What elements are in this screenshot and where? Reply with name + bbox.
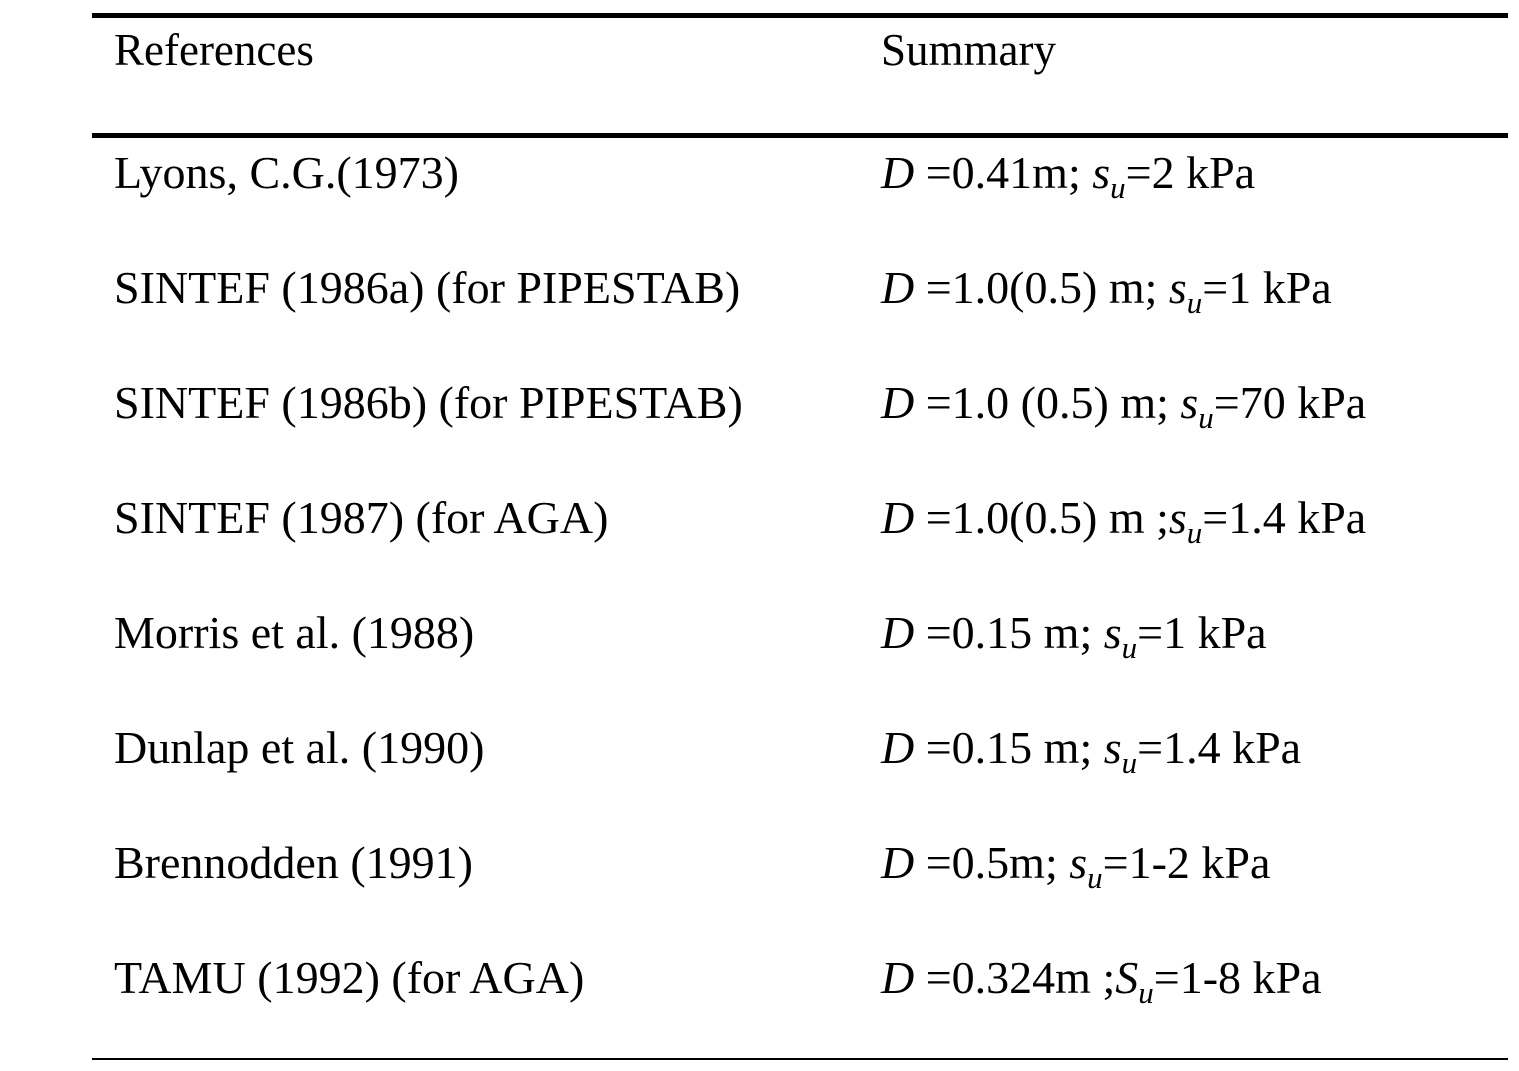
summary-cell: D =1.0 (0.5) m; su=70 kPa [881, 377, 1367, 434]
diameter-value: =0.15 m; [914, 722, 1104, 773]
shear-strength-subscript: u [1186, 285, 1203, 320]
shear-strength-symbol: s [1180, 377, 1199, 428]
summary-cell: D =0.5m; su=1-2 kPa [881, 837, 1271, 894]
shear-strength-value: =1-2 kPa [1102, 837, 1271, 888]
shear-strength-symbol: s [1168, 262, 1187, 313]
column-header-summary: Summary [881, 25, 1056, 75]
diameter-symbol: D [881, 837, 915, 888]
summary-cell: D =1.0(0.5) m; su=1 kPa [881, 262, 1332, 319]
shear-strength-symbol: s [1103, 607, 1122, 658]
shear-strength-subscript: u [1138, 975, 1154, 1010]
diameter-value: =0.324m ; [914, 952, 1116, 1003]
diameter-symbol: D [881, 722, 915, 773]
shear-strength-subscript: u [1186, 515, 1203, 550]
shear-strength-value: =1.4 kPa [1202, 492, 1367, 543]
shear-strength-value: =70 kPa [1213, 377, 1367, 428]
reference-cell: Dunlap et al. (1990) [114, 722, 485, 773]
shear-strength-symbol: s [1103, 722, 1122, 773]
shear-strength-symbol: s [1168, 492, 1187, 543]
diameter-value: =0.15 m; [914, 607, 1104, 658]
summary-cell: D =0.15 m; su=1.4 kPa [881, 722, 1302, 779]
table-top-rule [92, 13, 1508, 18]
shear-strength-symbol: s [1092, 147, 1111, 198]
shear-strength-symbol: S [1115, 952, 1139, 1003]
reference-cell: SINTEF (1986b) (for PIPESTAB) [114, 377, 743, 428]
diameter-symbol: D [881, 952, 915, 1003]
diameter-symbol: D [881, 262, 915, 313]
diameter-value: =1.0 (0.5) m; [914, 377, 1181, 428]
column-header-references: References [114, 25, 314, 75]
diameter-symbol: D [881, 377, 915, 428]
shear-strength-value: =1-8 kPa [1153, 952, 1322, 1003]
shear-strength-subscript: u [1121, 630, 1138, 665]
diameter-value: =1.0(0.5) m; [914, 262, 1169, 313]
shear-strength-subscript: u [1087, 860, 1103, 895]
shear-strength-value: =2 kPa [1125, 147, 1256, 198]
summary-cell: D =0.15 m; su=1 kPa [881, 607, 1267, 664]
summary-cell: D =0.41m; su=2 kPa [881, 147, 1256, 204]
shear-strength-subscript: u [1121, 745, 1138, 780]
reference-cell: Morris et al. (1988) [114, 607, 475, 658]
diameter-value: =0.5m; [914, 837, 1070, 888]
reference-cell: SINTEF (1987) (for AGA) [114, 492, 609, 543]
reference-cell: SINTEF (1986a) (for PIPESTAB) [114, 262, 741, 313]
shear-strength-symbol: s [1069, 837, 1088, 888]
diameter-value: =0.41m; [914, 147, 1093, 198]
reference-cell: Brennodden (1991) [114, 837, 473, 888]
reference-cell: Lyons, C.G.(1973) [114, 147, 459, 198]
table-bottom-rule [92, 1058, 1508, 1060]
reference-cell: TAMU (1992) (for AGA) [114, 952, 585, 1003]
shear-strength-subscript: u [1110, 170, 1126, 205]
diameter-symbol: D [881, 147, 915, 198]
shear-strength-subscript: u [1198, 400, 1214, 435]
shear-strength-value: =1.4 kPa [1137, 722, 1302, 773]
diameter-symbol: D [881, 492, 915, 543]
shear-strength-value: =1 kPa [1202, 262, 1332, 313]
summary-cell: D =1.0(0.5) m ;su=1.4 kPa [881, 492, 1367, 549]
diameter-symbol: D [881, 607, 915, 658]
table-header-rule [92, 133, 1508, 138]
diameter-value: =1.0(0.5) m ; [914, 492, 1169, 543]
shear-strength-value: =1 kPa [1137, 607, 1267, 658]
summary-cell: D =0.324m ;Su=1-8 kPa [881, 952, 1322, 1009]
